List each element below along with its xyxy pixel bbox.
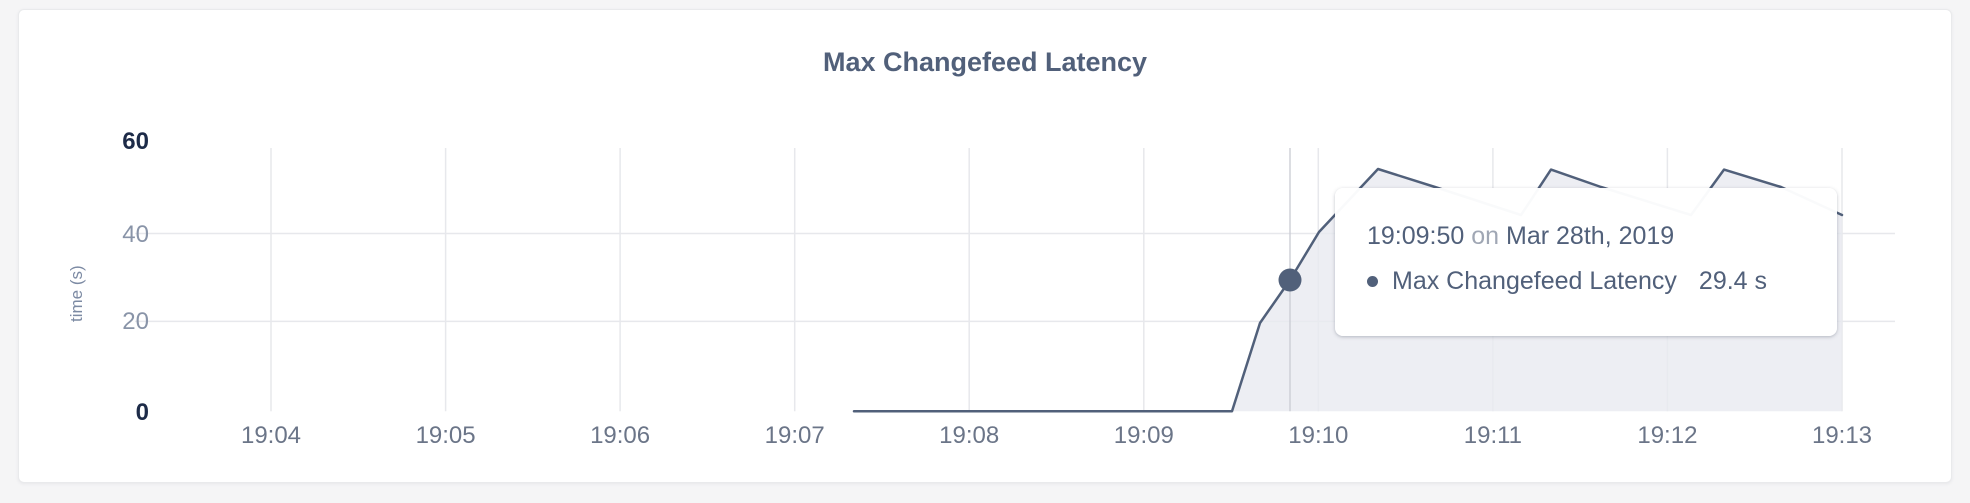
svg-text:19:04: 19:04 [241,422,301,449]
svg-text:20: 20 [122,308,149,335]
svg-text:40: 40 [122,221,149,248]
svg-text:0: 0 [136,399,149,426]
svg-text:19:07: 19:07 [765,422,825,449]
svg-text:19:08: 19:08 [939,422,999,449]
svg-text:19:12: 19:12 [1637,422,1697,449]
svg-text:19:11: 19:11 [1464,422,1522,449]
svg-text:19:13: 19:13 [1812,422,1872,449]
svg-text:19:05: 19:05 [416,422,476,449]
svg-text:19:09: 19:09 [1114,422,1174,449]
svg-text:19:10: 19:10 [1288,422,1348,449]
svg-text:19:06: 19:06 [590,422,650,449]
svg-text:60: 60 [122,128,149,155]
